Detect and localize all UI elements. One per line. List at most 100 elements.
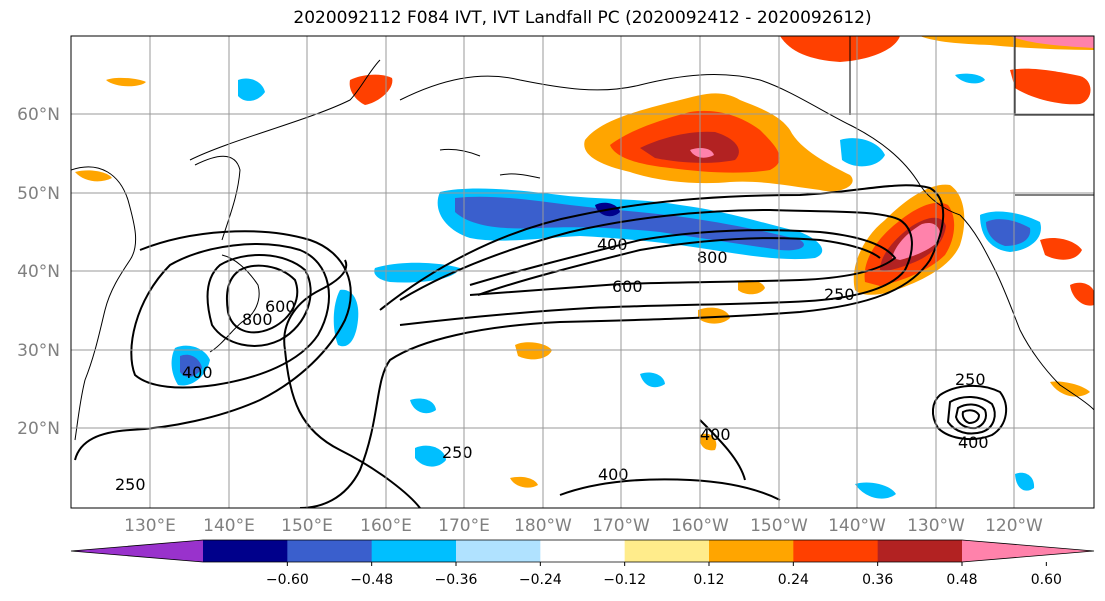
contour-label: 250 <box>824 285 855 304</box>
contour-label: 800 <box>697 248 728 267</box>
map-frame <box>70 35 1095 509</box>
patch-6 <box>349 74 393 105</box>
colorbar-tick-label: 0.12 <box>693 572 724 588</box>
colorbar-segment <box>287 540 373 562</box>
lon-label: 180°W <box>514 516 572 536</box>
colorbar-tick-label: 0.48 <box>946 572 977 588</box>
contour-label: 600 <box>612 277 643 296</box>
contour-800-typhoon <box>961 409 981 425</box>
contour-250-typhoon <box>932 384 1008 441</box>
colorbar-segment <box>962 540 1094 562</box>
blue-patch-3-core <box>180 354 202 377</box>
colorbar-segment <box>371 540 457 562</box>
borders <box>849 36 1094 196</box>
contour-label: 600 <box>265 297 296 316</box>
alaska-coast <box>399 74 961 216</box>
contour-400-jet <box>399 208 913 326</box>
blue-patch-8 <box>415 445 446 467</box>
colorbar-tick-label: −0.36 <box>435 572 478 588</box>
aleutian-islands <box>439 149 541 179</box>
contour-label: 800 <box>242 310 273 329</box>
colorbar-segment <box>624 540 710 562</box>
central-blue-mid <box>455 196 804 251</box>
contour-800-jet <box>477 237 881 296</box>
colorbar-segment <box>203 540 288 562</box>
map-plot-area: 400 800 600 250 400 800 600 400 250 250 … <box>71 36 1094 508</box>
contour-400-typhoon <box>946 396 996 435</box>
blue-patch-1 <box>374 262 460 283</box>
contour-label: 250 <box>955 370 986 389</box>
us-blue-mid <box>986 219 1031 246</box>
lon-label: 140°W <box>828 516 886 536</box>
landfall-pink <box>892 222 941 260</box>
colorbar-tick-label: −0.60 <box>266 572 309 588</box>
patch-4 <box>1040 238 1082 260</box>
ivt-contours <box>74 184 1008 508</box>
gulf-alaska-pink <box>690 147 714 158</box>
lon-label: 160°E <box>360 516 412 536</box>
patch-2 <box>738 280 765 295</box>
contour-label: 400 <box>958 433 989 452</box>
contour-label: 400 <box>182 363 213 382</box>
canada-red <box>1010 68 1091 105</box>
colorbar-tick-label: 0.60 <box>1031 572 1062 588</box>
contour-label: 400 <box>597 235 628 254</box>
lon-label: 140°E <box>203 516 255 536</box>
positive-anomaly-shading <box>75 36 1094 488</box>
contour-250-jet <box>299 184 945 508</box>
lat-label: 30°N <box>17 341 60 361</box>
lon-label: 170°E <box>438 516 490 536</box>
lon-label: 130°W <box>907 516 965 536</box>
lat-label: 40°N <box>17 262 60 282</box>
blue-patch-9 <box>640 372 665 388</box>
latitude-axis: 60°N 50°N 40°N 30°N 20°N <box>17 105 60 439</box>
patch-7 <box>106 77 146 87</box>
colorbar <box>70 539 1095 563</box>
colorbar-segment <box>456 540 541 562</box>
contour-label: 250 <box>115 475 146 494</box>
north-band-pink <box>1010 36 1094 48</box>
lon-label: 120°W <box>985 516 1043 536</box>
blue-patch-4 <box>238 78 265 101</box>
colorbar-tick-label: −0.12 <box>603 572 646 588</box>
patch-1 <box>515 342 552 360</box>
lon-label: 130°E <box>124 516 176 536</box>
colorbar-segment <box>709 540 794 562</box>
colorbar-tick-label: 0.24 <box>778 572 809 588</box>
contour-600-asia <box>206 254 312 347</box>
colorbar-tick-label: 0.36 <box>862 572 893 588</box>
contour-label: 400 <box>700 425 731 444</box>
contour-400-asia <box>130 243 330 389</box>
patch-10 <box>699 433 717 451</box>
map-title: 2020092112 F084 IVT, IVT Landfall PC (20… <box>293 8 872 28</box>
blue-patch-10 <box>855 482 896 499</box>
lat-label: 20°N <box>17 419 60 439</box>
asia-coast-east <box>71 166 137 441</box>
blue-patch-7 <box>410 398 436 414</box>
contour-600-typhoon <box>954 403 987 430</box>
contour-600-jet <box>469 229 897 296</box>
blue-patch-5 <box>840 138 885 167</box>
colorbar-segment <box>540 540 626 562</box>
gridlines <box>71 36 1094 508</box>
patch-11 <box>510 476 538 488</box>
longitude-axis: 130°E 140°E 150°E 160°E 170°E 180°W 170°… <box>124 516 1043 536</box>
colorbar-outline <box>70 539 1095 563</box>
patch-8 <box>75 170 112 182</box>
blue-patch-11 <box>1015 472 1035 491</box>
contour-250-asia <box>74 230 352 461</box>
colorbar-segment <box>793 540 879 562</box>
colorbar-labels: −0.60 −0.48 −0.36 −0.24 −0.12 0.12 0.24 0.36 0.4… <box>266 562 1062 588</box>
north-america-west-coast <box>959 214 1094 411</box>
contour-label: 400 <box>598 465 629 484</box>
coastlines <box>71 36 1094 441</box>
lon-label: 170°W <box>592 516 650 536</box>
contour-label-group: 400 800 600 250 400 800 600 400 250 250 … <box>115 235 989 494</box>
north-band-red <box>780 36 900 62</box>
contour-400-south <box>559 419 781 501</box>
lat-label: 60°N <box>17 105 60 125</box>
colorbar-tick-label: −0.48 <box>350 572 393 588</box>
lon-label: 150°E <box>281 516 333 536</box>
lon-label: 150°W <box>750 516 808 536</box>
